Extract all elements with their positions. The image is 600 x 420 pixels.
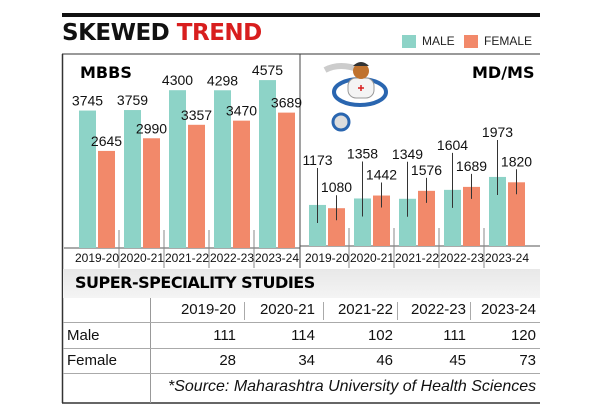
bar-male bbox=[354, 198, 371, 246]
data-label: 1689 bbox=[456, 158, 487, 174]
column-header: 2019-20 bbox=[180, 301, 236, 318]
data-label: 3759 bbox=[117, 92, 148, 108]
legend-label-male: MALE bbox=[422, 34, 455, 48]
bar-male bbox=[399, 198, 416, 246]
column-divider bbox=[323, 302, 324, 320]
bar-female bbox=[143, 138, 160, 248]
data-label: 3745 bbox=[72, 93, 103, 109]
mbbs-chart-title: MBBS bbox=[80, 63, 132, 82]
table-cell: 114 bbox=[291, 327, 315, 344]
bar-male bbox=[124, 110, 141, 248]
data-label: 1173 bbox=[302, 152, 332, 168]
table-cell: 120 bbox=[510, 327, 536, 344]
data-label: 4300 bbox=[162, 72, 193, 88]
column-header: 2022-23 bbox=[410, 301, 466, 318]
column-divider bbox=[397, 302, 398, 320]
table-cell: 73 bbox=[519, 352, 536, 369]
table-title: SUPER-SPECIALITY STUDIES bbox=[75, 273, 315, 292]
table-rule bbox=[63, 348, 540, 349]
table-cell: 102 bbox=[367, 327, 393, 344]
data-label: 2990 bbox=[136, 120, 167, 136]
bar-female bbox=[278, 112, 295, 248]
column-header: 2020-21 bbox=[259, 301, 315, 318]
data-label: 3357 bbox=[181, 107, 212, 123]
x-tick-label: 2023-24 bbox=[255, 251, 299, 265]
data-label: 1358 bbox=[347, 145, 378, 161]
data-label: 1973 bbox=[482, 124, 513, 140]
x-tick-label: 2020-21 bbox=[350, 251, 394, 265]
table-divider bbox=[150, 298, 151, 403]
x-tick-label: 2021-22 bbox=[165, 251, 209, 265]
bar-female bbox=[463, 186, 480, 246]
data-label: 2645 bbox=[91, 133, 122, 149]
x-tick-label: 2020-21 bbox=[120, 251, 164, 265]
column-header: 2023-24 bbox=[480, 301, 536, 318]
row-label: Female bbox=[67, 352, 118, 369]
data-label: 3470 bbox=[226, 103, 257, 119]
bar-male bbox=[79, 110, 96, 248]
legend-female: FEMALE bbox=[464, 34, 532, 48]
title-part2: TREND bbox=[176, 20, 262, 46]
bar-male bbox=[309, 204, 326, 246]
table-cell: 34 bbox=[298, 352, 315, 369]
title-part1: SKEWED bbox=[62, 20, 170, 46]
mdms-chart-title: MD/MS bbox=[472, 63, 535, 82]
table-cell: 46 bbox=[376, 352, 393, 369]
x-tick-label: 2021-22 bbox=[395, 251, 439, 265]
table-cell: 28 bbox=[219, 352, 236, 369]
page-title: SKEWED TREND bbox=[62, 20, 262, 46]
row-label: Male bbox=[67, 327, 100, 344]
data-label: 4575 bbox=[252, 62, 283, 78]
legend-swatch-female bbox=[464, 34, 478, 48]
table-rule bbox=[63, 322, 540, 323]
data-label: 1820 bbox=[501, 153, 532, 169]
source-note: *Source: Maharashtra University of Healt… bbox=[168, 378, 537, 395]
bar-female bbox=[188, 124, 205, 248]
bar-male bbox=[444, 189, 461, 246]
data-label: 4298 bbox=[207, 72, 238, 88]
data-label: 1080 bbox=[321, 179, 352, 195]
legend-label-female: FEMALE bbox=[484, 34, 533, 48]
legend-swatch-male bbox=[402, 34, 416, 48]
bar-female bbox=[233, 120, 250, 248]
x-tick-label: 2022-23 bbox=[440, 251, 484, 265]
doctor-with-stethoscope-icon bbox=[323, 62, 388, 132]
x-tick-label: 2019-20 bbox=[305, 251, 349, 265]
bar-male bbox=[259, 80, 276, 248]
table-rule bbox=[63, 373, 540, 374]
column-header: 2021-22 bbox=[337, 301, 393, 318]
table-cell: 45 bbox=[449, 352, 466, 369]
x-tick-label: 2023-24 bbox=[485, 251, 529, 265]
table-header-band bbox=[63, 269, 540, 298]
bar-male bbox=[489, 176, 506, 246]
data-label: 1576 bbox=[411, 162, 442, 178]
top-rule bbox=[62, 13, 540, 17]
x-tick-label: 2022-23 bbox=[210, 251, 254, 265]
column-divider bbox=[244, 302, 245, 320]
bar-female bbox=[418, 190, 435, 246]
column-divider bbox=[470, 302, 471, 320]
data-label: 1349 bbox=[392, 146, 423, 162]
table-cell: 111 bbox=[213, 327, 236, 344]
bar-male bbox=[169, 90, 186, 248]
data-label: 1604 bbox=[437, 137, 468, 153]
data-label: 3689 bbox=[271, 95, 302, 111]
bar-female bbox=[98, 150, 115, 248]
bar-female bbox=[328, 208, 345, 246]
bar-female bbox=[373, 195, 390, 246]
data-label: 1442 bbox=[366, 167, 397, 183]
bar-male bbox=[214, 90, 231, 248]
table-cell: 111 bbox=[443, 327, 466, 344]
legend-male: MALE bbox=[402, 34, 455, 48]
x-tick-label: 2019-20 bbox=[75, 251, 119, 265]
bar-female bbox=[508, 182, 525, 246]
